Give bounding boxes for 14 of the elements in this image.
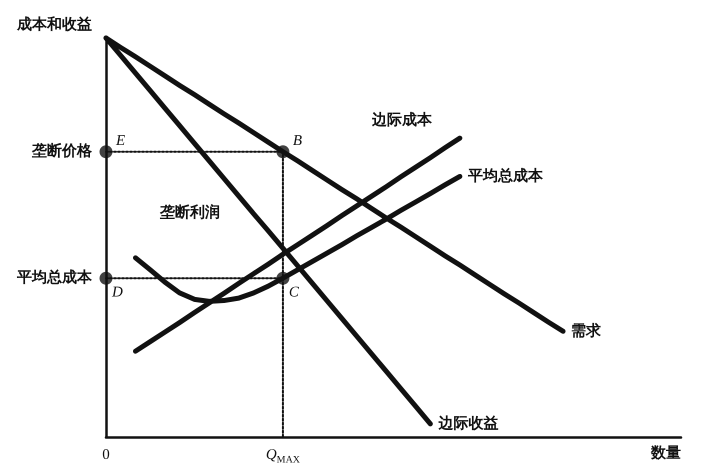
annotation: 垄断价格 bbox=[31, 142, 93, 160]
annotation: 平均总成本 bbox=[16, 269, 93, 286]
y-axis-title: 成本和收益 bbox=[16, 16, 92, 33]
annotation: B bbox=[292, 133, 302, 150]
series-label: 边际成本 bbox=[370, 112, 433, 129]
x-tick-label: 0 bbox=[102, 447, 110, 463]
series-label: 边际收益 bbox=[437, 414, 498, 432]
annotation: 垄断利润 bbox=[159, 203, 220, 221]
annotation: C bbox=[288, 284, 300, 301]
x-axis-title: 数量 bbox=[650, 444, 681, 462]
series-label: 平均总成本 bbox=[466, 167, 544, 184]
series-label: 需求 bbox=[571, 322, 602, 340]
annotation: E bbox=[115, 133, 126, 150]
annotation: D bbox=[111, 284, 123, 301]
